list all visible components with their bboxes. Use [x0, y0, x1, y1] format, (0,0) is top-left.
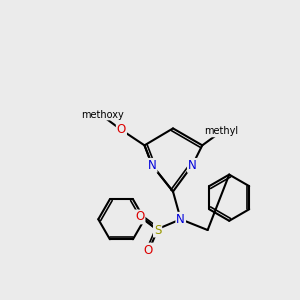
Text: O: O — [144, 244, 153, 256]
Text: methyl: methyl — [204, 127, 238, 136]
Text: methoxy: methoxy — [81, 110, 124, 119]
Text: N: N — [148, 159, 157, 172]
Text: S: S — [154, 224, 161, 236]
Text: N: N — [176, 213, 185, 226]
Text: O: O — [135, 211, 145, 224]
Text: O: O — [117, 123, 126, 136]
Text: N: N — [188, 159, 197, 172]
